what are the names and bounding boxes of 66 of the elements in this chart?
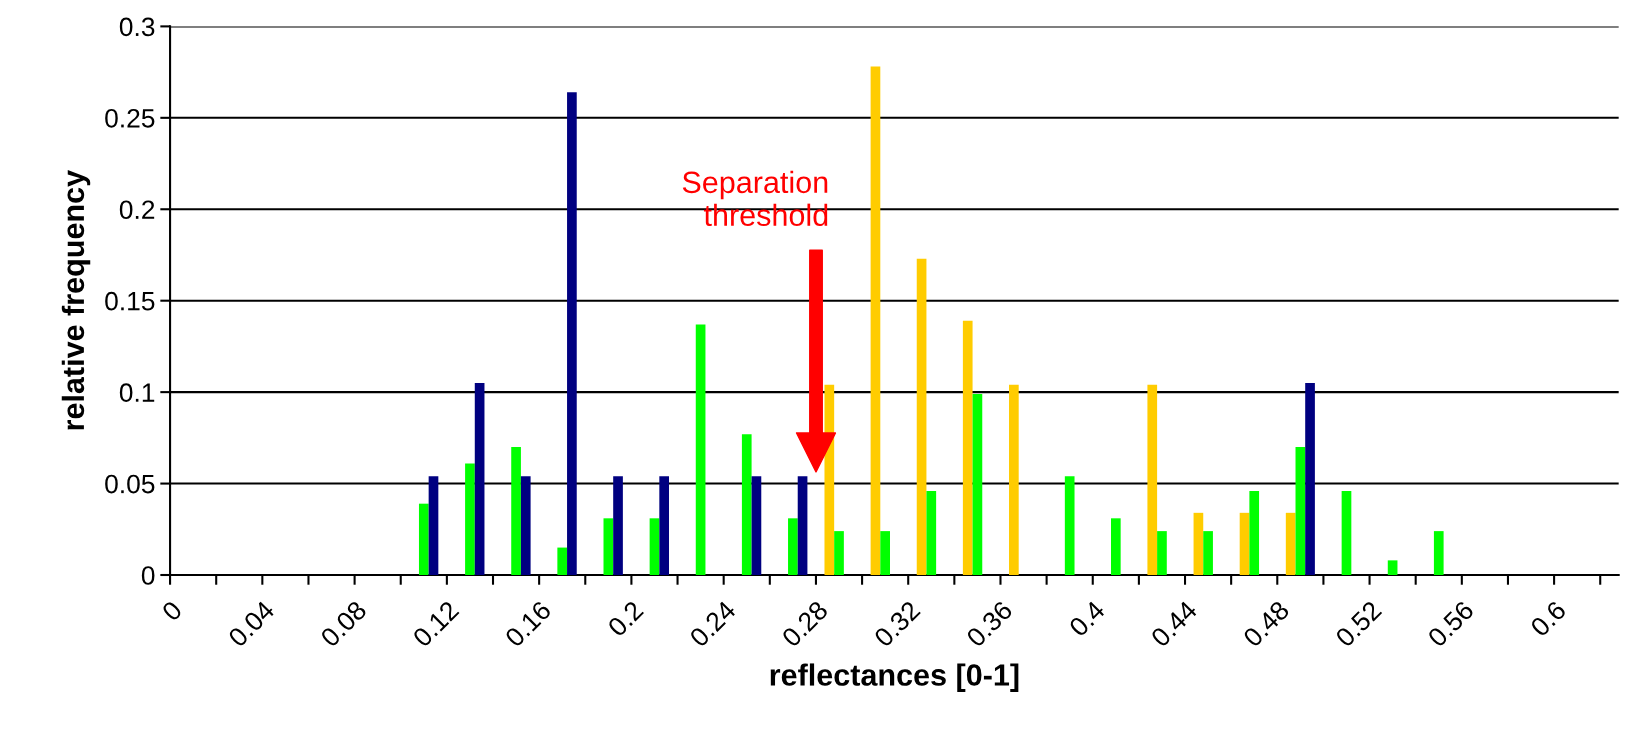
x-tick-label: 0.36 — [965, 599, 1014, 648]
bar — [613, 476, 623, 575]
y-axis-title: relative frequency — [61, 170, 91, 430]
bar — [1305, 382, 1315, 575]
y-tick-label: 0.15 — [105, 291, 155, 311]
bar — [962, 320, 973, 575]
bar — [788, 518, 798, 575]
bar — [1433, 531, 1444, 575]
x-tick-label: 0.24 — [688, 599, 737, 648]
bar — [880, 531, 890, 575]
bar — [520, 476, 531, 575]
x-tick-label: 0.56 — [1426, 599, 1475, 648]
bar — [465, 463, 475, 575]
y-tick-label: 0 — [141, 566, 155, 585]
y-tick-label: 0.1 — [119, 383, 155, 402]
bar — [1249, 490, 1260, 575]
x-tick-label: 0.16 — [504, 599, 553, 648]
bar — [797, 476, 808, 575]
x-tick-label: 0.28 — [780, 599, 829, 648]
bar — [741, 434, 752, 575]
bar — [603, 518, 614, 575]
bar — [474, 382, 485, 575]
bar — [1203, 531, 1213, 575]
bar — [1239, 512, 1250, 575]
x-tick-label: 0.2 — [606, 600, 645, 638]
bar — [1064, 476, 1075, 575]
bar — [428, 476, 439, 575]
bar — [834, 531, 844, 575]
x-tick-label: 0.48 — [1242, 599, 1291, 648]
bar — [1009, 384, 1019, 575]
bar — [1110, 518, 1121, 575]
annotation: Separation threshold — [682, 170, 828, 227]
bar — [695, 324, 706, 575]
x-tick-label: 0.52 — [1334, 600, 1383, 648]
bar — [649, 518, 660, 575]
bar — [926, 490, 937, 575]
x-tick-label: 0.04 — [227, 599, 276, 648]
bar — [557, 547, 568, 575]
y-tick-label: 0.05 — [105, 474, 155, 494]
x-tick-label: 0.08 — [319, 599, 368, 648]
x-tick-label: 0.44 — [1149, 599, 1199, 648]
x-tick-label: 0 — [160, 599, 184, 622]
bar — [418, 503, 429, 575]
bar — [1193, 512, 1204, 575]
bar — [972, 393, 983, 575]
y-tick-label: 0.2 — [119, 200, 155, 220]
bar — [659, 476, 670, 575]
bar — [1295, 446, 1306, 575]
bar — [1341, 490, 1352, 575]
bar — [1157, 531, 1167, 575]
x-axis-title: reflectances [0-1] — [770, 663, 1019, 692]
bar — [824, 384, 835, 575]
bar — [870, 66, 881, 575]
x-tick-label: 0.32 — [873, 600, 921, 648]
x-tick-label: 0.12 — [411, 600, 460, 648]
bar — [1147, 384, 1158, 575]
bar — [567, 92, 577, 575]
bar — [1387, 560, 1398, 575]
bar — [1285, 512, 1296, 575]
x-tick-label: 0.4 — [1068, 599, 1106, 638]
y-tick-label: 0.3 — [119, 17, 155, 37]
bar — [916, 258, 927, 575]
bar — [751, 476, 762, 575]
bar — [511, 446, 521, 575]
y-tick-label: 0.25 — [105, 108, 155, 128]
x-tick-label: 0.6 — [1529, 599, 1567, 638]
